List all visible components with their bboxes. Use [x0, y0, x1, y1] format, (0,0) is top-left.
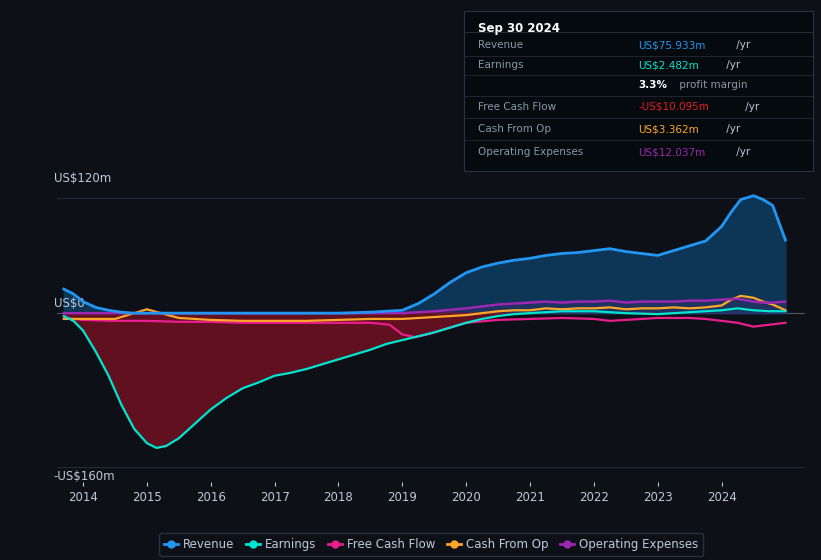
Text: US$0: US$0	[53, 297, 85, 310]
Text: -US$10.095m: -US$10.095m	[639, 102, 709, 112]
Text: /yr: /yr	[742, 102, 759, 112]
Text: /yr: /yr	[723, 124, 741, 134]
Text: Sep 30 2024: Sep 30 2024	[478, 22, 560, 35]
Legend: Revenue, Earnings, Free Cash Flow, Cash From Op, Operating Expenses: Revenue, Earnings, Free Cash Flow, Cash …	[159, 533, 703, 556]
Text: US$12.037m: US$12.037m	[639, 147, 705, 157]
Text: Cash From Op: Cash From Op	[478, 124, 551, 134]
Text: 3.3%: 3.3%	[639, 81, 667, 90]
Text: US$75.933m: US$75.933m	[639, 40, 706, 50]
Text: US$2.482m: US$2.482m	[639, 60, 699, 71]
Text: US$120m: US$120m	[53, 172, 111, 185]
Text: /yr: /yr	[732, 147, 750, 157]
Text: Earnings: Earnings	[478, 60, 523, 71]
Text: Operating Expenses: Operating Expenses	[478, 147, 583, 157]
Text: profit margin: profit margin	[676, 81, 747, 90]
Text: /yr: /yr	[723, 60, 741, 71]
Text: US$3.362m: US$3.362m	[639, 124, 699, 134]
Text: Revenue: Revenue	[478, 40, 523, 50]
Text: -US$160m: -US$160m	[53, 470, 116, 483]
Text: Free Cash Flow: Free Cash Flow	[478, 102, 556, 112]
Text: /yr: /yr	[732, 40, 750, 50]
